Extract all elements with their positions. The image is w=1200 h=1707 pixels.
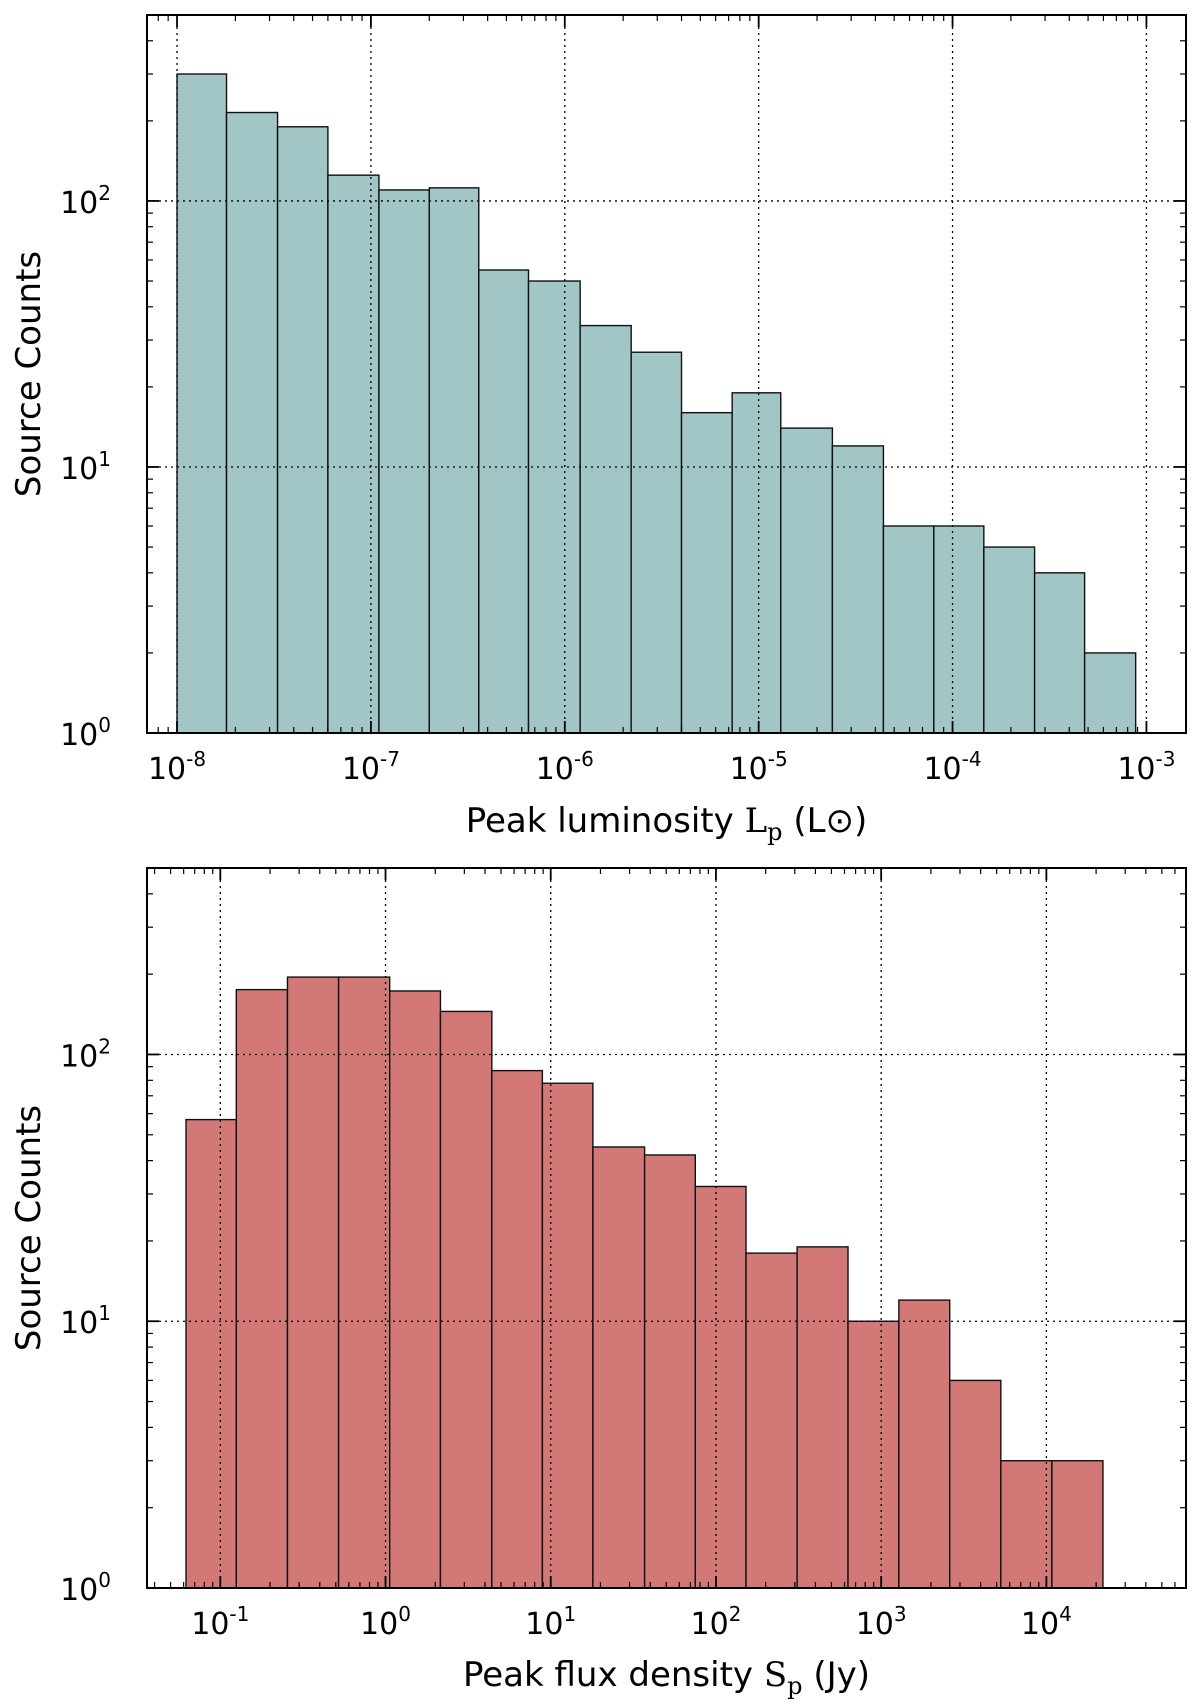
bar-14	[847, 1320, 900, 1589]
x-axis-title: Peak flux density Sp (Jy)	[463, 1655, 870, 1700]
x-tick-label-4: 10-5	[730, 747, 788, 787]
x-axis-title: Peak luminosity Lp (L⊙)	[466, 801, 868, 846]
x-tick-label-6: 104	[1021, 1602, 1072, 1642]
bar-2	[235, 988, 289, 1589]
y-tick-label-2: 101	[60, 447, 111, 487]
bar-11	[694, 1185, 747, 1589]
bar-11	[680, 411, 733, 734]
bar-5	[378, 189, 430, 734]
bar-14	[831, 445, 885, 734]
axis-ticks	[146, 14, 1186, 734]
plot-frame	[146, 14, 1187, 734]
bar-12	[731, 392, 782, 734]
bar-2	[225, 111, 279, 734]
y-tick-label-3: 102	[60, 181, 111, 221]
bar-8	[527, 280, 581, 734]
bar-4	[337, 976, 391, 1589]
bar-18	[1033, 572, 1086, 734]
x-tick-label-3: 101	[525, 1602, 576, 1642]
bars	[176, 73, 1137, 734]
bar-1	[185, 1118, 238, 1589]
bar-8	[541, 1082, 594, 1589]
y-axis-title: Source Counts	[9, 251, 49, 497]
bar-16	[949, 1379, 1002, 1589]
bar-15	[898, 1299, 951, 1589]
bar-9	[579, 324, 632, 734]
bar-7	[478, 269, 530, 734]
y-tick-label-2: 101	[60, 1301, 111, 1341]
x-tick-label-5: 10-4	[923, 747, 981, 787]
y-tick-label-3: 102	[60, 1034, 111, 1074]
bar-6	[428, 187, 480, 734]
bar-6	[439, 1010, 493, 1589]
bar-16	[933, 525, 985, 734]
y-tick-label-1: 100	[60, 713, 111, 753]
bar-13	[796, 1246, 849, 1589]
x-tick-label-4: 102	[690, 1602, 741, 1642]
bar-7	[491, 1069, 544, 1589]
chart-panel-1: 10-8 10-7 10-6 10-5 10-4 10-3 100 101 102 Peak lu…	[9, 14, 1187, 846]
bar-18	[1051, 1460, 1104, 1589]
bar-15	[882, 525, 935, 734]
x-tick-label-2: 10-7	[342, 747, 400, 787]
x-tick-label-1: 10-1	[191, 1602, 249, 1642]
bar-13	[780, 427, 834, 734]
x-tick-label-1: 10-8	[148, 747, 206, 787]
bar-3	[276, 126, 329, 734]
gridlines	[147, 868, 1186, 1588]
x-tick-label-3: 10-6	[536, 747, 594, 787]
bar-10	[630, 351, 683, 734]
bar-1	[176, 73, 228, 734]
x-tick-label-2: 100	[360, 1602, 411, 1642]
bar-17	[983, 546, 1036, 734]
gridlines	[147, 15, 1186, 733]
bar-12	[745, 1252, 798, 1589]
bar-17	[1000, 1460, 1053, 1589]
bar-5	[389, 990, 442, 1589]
bar-19	[1083, 652, 1137, 734]
bars	[185, 976, 1104, 1589]
x-tick-label-5: 103	[856, 1602, 907, 1642]
chart-panel-2: 10-1 100 101 102 103 104 100 101 102 Peak flux de…	[9, 867, 1187, 1700]
bar-9	[592, 1146, 646, 1589]
bar-3	[286, 976, 340, 1589]
x-tick-label-6: 10-3	[1117, 747, 1175, 787]
axis-ticks	[147, 867, 1187, 1589]
y-tick-label-1: 100	[60, 1568, 111, 1608]
y-axis-title: Source Counts	[9, 1105, 49, 1351]
bar-10	[643, 1154, 697, 1589]
